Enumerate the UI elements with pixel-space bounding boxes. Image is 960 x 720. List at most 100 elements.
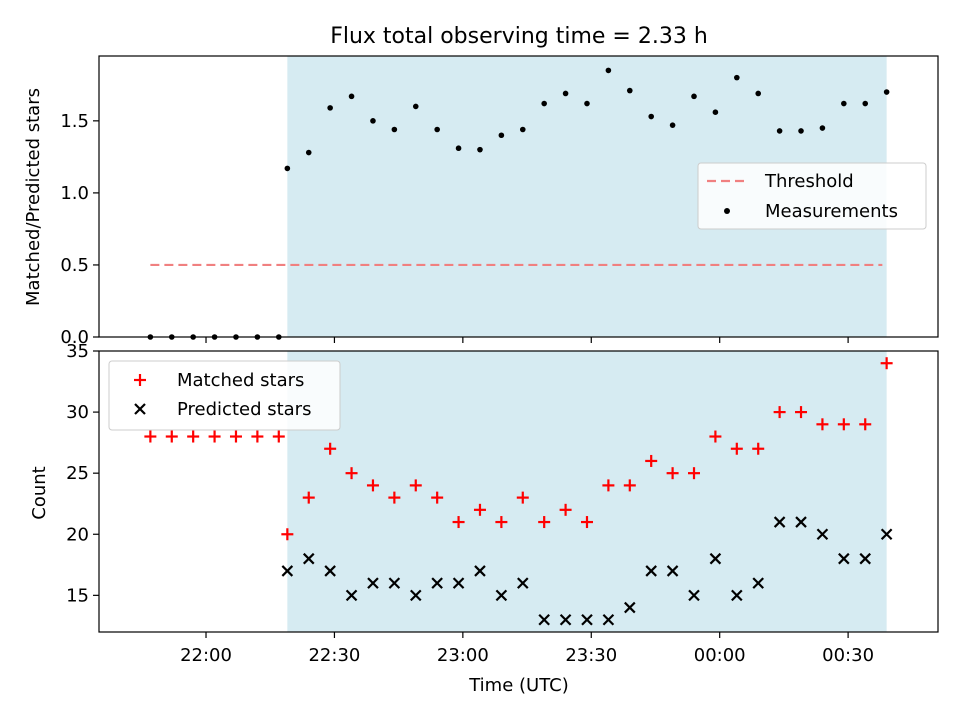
predicted-stars-points [281,516,893,626]
measurement-point [798,128,804,134]
predicted-star-point [538,614,550,626]
predicted-star-point [324,565,336,577]
matched-star-point [144,430,157,443]
legend-threshold-label: Threshold [764,171,854,192]
count-legend: Matched stars Predicted stars [108,360,341,431]
count-y-axis-label: Count [29,466,50,519]
predicted-star-point [880,528,893,541]
matched-star-point [645,454,658,467]
count-y-tick-label: 15 [66,585,89,606]
predicted-star-point [602,614,615,626]
predicted-star-point [688,589,700,602]
matched-star-point [623,479,636,492]
count-x-tick-label: 22:00 [180,645,232,666]
measurement-point [391,126,398,133]
count-shaded-span [287,351,887,632]
count-legend-box [108,360,341,431]
legend-matched-label: Matched stars [177,370,304,391]
count-panel: 15 20 25 30 35 22:00 22:30 23:00 23:30 00:00 00:3… [29,341,939,696]
ratio-y-axis-label: Matched/Predicted stars [23,88,44,306]
measurement-point [755,90,762,97]
measurement-point [412,103,419,110]
legend-matched-marker [134,374,146,386]
count-x-tick-label: 00:30 [822,645,874,666]
measurement-point [305,149,312,156]
matched-star-point [752,442,765,455]
predicted-star-point [838,552,850,565]
measurement-point [434,126,440,133]
predicted-star-point [388,577,401,589]
ratio-y-tick-label: 0.0 [60,327,89,348]
ratio-y-tick-label: 0.5 [60,255,89,276]
count-x-tick-label: 23:00 [437,645,489,666]
legend-predicted-swatch [134,403,146,415]
predicted-star-point [495,589,508,602]
matched-star-point [688,467,701,480]
measurement-point [348,93,355,100]
count-x-ticks: 22:00 22:30 23:00 23:30 00:00 00:30 [180,632,874,666]
matched-star-point [251,430,264,443]
legend-predicted-marker [134,403,146,415]
count-x-tick-label: 22:30 [308,645,360,666]
measurement-point [498,132,505,139]
predicted-star-point [645,565,657,577]
matched-star-point [709,430,722,443]
matched-star-point [516,491,529,504]
measurement-point [284,165,291,172]
matched-star-point [187,430,200,443]
measurement-point [648,113,654,120]
matched-star-point [559,503,572,516]
measurement-point [712,109,719,115]
ratio-y-tick-label: 1.0 [60,183,89,204]
matched-star-point [666,467,679,480]
count-x-tick-label: 23:30 [565,645,617,666]
matched-star-point [452,516,465,529]
matched-star-point [538,516,551,529]
matched-star-point [302,491,315,504]
predicted-star-point [816,528,829,541]
predicted-star-point [773,516,786,528]
matched-star-point [208,430,221,443]
matched-star-point [837,418,850,431]
legend-matched-swatch [134,374,146,386]
predicted-star-point [345,589,358,602]
measurement-point [327,105,333,111]
legend-predicted-label: Predicted stars [177,399,311,420]
predicted-star-point [795,516,807,528]
matched-star-point [388,491,401,504]
matched-star-point [859,418,872,431]
measurement-point [862,100,869,107]
measurement-point [562,90,569,97]
matched-star-point [773,406,786,419]
ratio-y-tick-label: 1.5 [60,111,89,132]
legend-measurement-label: Measurements [765,201,898,222]
measurement-point [455,145,462,152]
matched-star-point [229,430,242,443]
measurement-points [147,67,890,340]
matched-star-point [409,479,422,492]
matched-star-point [345,467,358,480]
count-y-tick-label: 25 [66,463,89,484]
predicted-star-point [731,589,743,602]
ratio-legend-box [697,162,927,230]
count-y-tick-label: 20 [66,524,89,545]
predicted-star-point [624,601,636,614]
matched-star-point [366,479,379,492]
predicted-star-point [302,552,315,565]
measurement-point [605,67,612,74]
matched-star-point [431,491,444,504]
predicted-star-point [517,577,529,589]
matched-star-point [795,406,808,419]
measurement-point [776,128,783,134]
predicted-star-point [367,577,379,589]
predicted-star-point [752,577,764,589]
matched-stars-points [144,357,893,541]
measurement-point [669,122,676,128]
measurement-point [691,93,697,100]
ratio-axes-frame [98,55,939,338]
ratio-panel: 0.0 0.5 1.0 1.5 Matched/Predicted stars Thr… [23,55,939,348]
ratio-x-ticks [205,337,849,343]
measurement-point [626,87,633,94]
x-axis-label: Time (UTC) [468,675,569,696]
